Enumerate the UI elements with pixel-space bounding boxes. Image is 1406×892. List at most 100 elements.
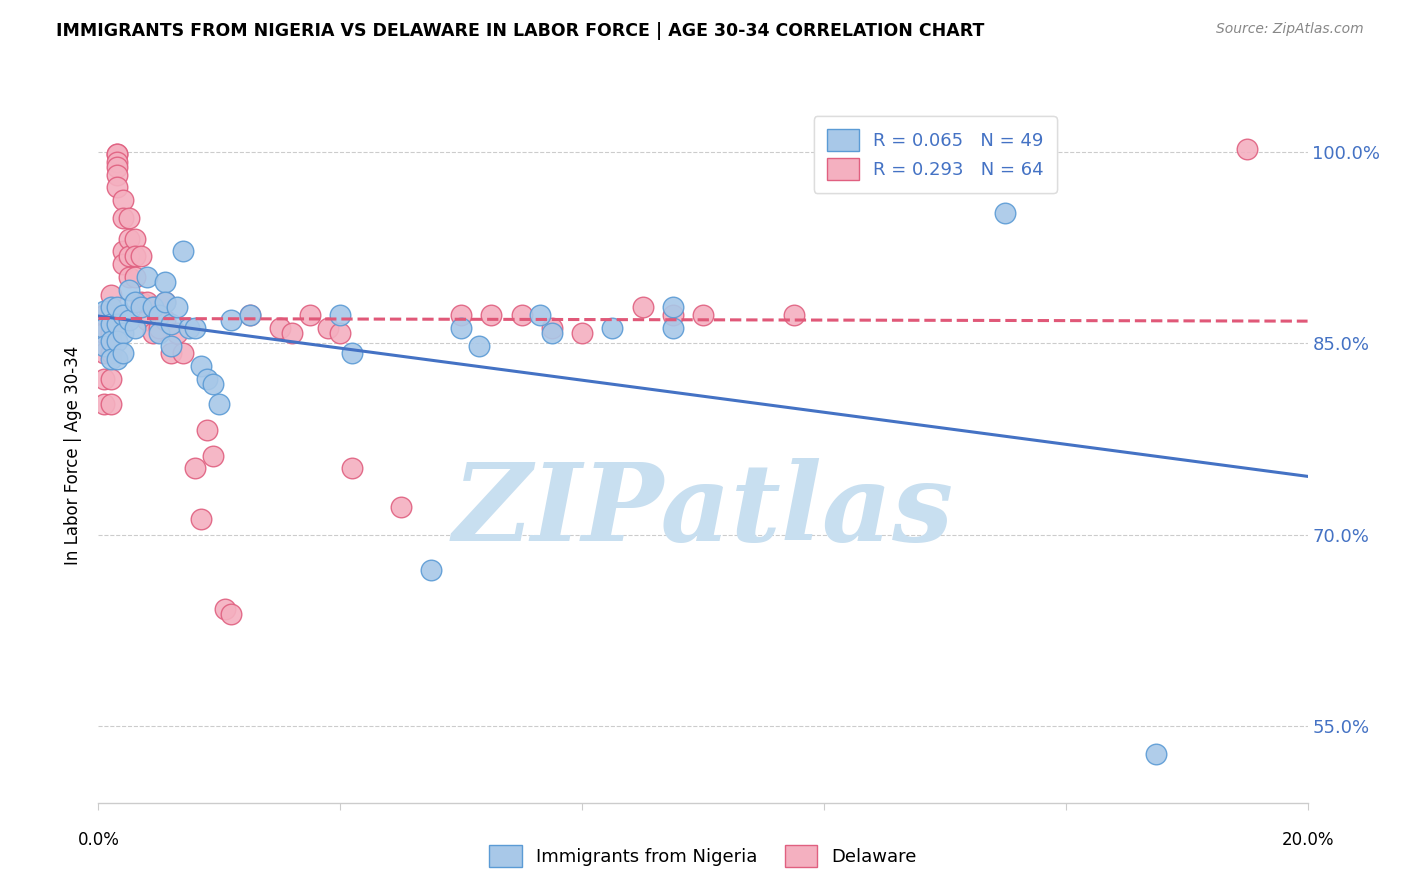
Y-axis label: In Labor Force | Age 30-34: In Labor Force | Age 30-34 <box>65 345 83 565</box>
Point <box>148 321 170 335</box>
Point <box>329 326 352 340</box>
Point <box>142 301 165 315</box>
Point <box>195 423 218 437</box>
Point <box>172 346 194 360</box>
Point <box>111 346 134 360</box>
Text: 0.0%: 0.0% <box>77 830 120 848</box>
Point <box>105 160 128 174</box>
Point <box>100 308 122 322</box>
Point <box>105 180 128 194</box>
Point <box>135 313 157 327</box>
Point <box>111 326 134 340</box>
Point <box>100 346 122 360</box>
Point <box>93 326 115 340</box>
Point <box>93 304 115 318</box>
Point <box>160 317 183 331</box>
Point <box>111 308 134 322</box>
Point <box>299 308 322 322</box>
Point <box>105 317 128 331</box>
Point <box>93 372 115 386</box>
Point <box>316 321 339 335</box>
Point <box>118 231 141 245</box>
Point <box>202 377 225 392</box>
Text: 20.0%: 20.0% <box>1281 830 1334 848</box>
Point <box>662 321 685 335</box>
Point <box>93 346 115 360</box>
Point <box>481 308 503 322</box>
Text: Source: ZipAtlas.com: Source: ZipAtlas.com <box>1216 22 1364 37</box>
Point <box>124 295 146 310</box>
Point <box>221 607 243 621</box>
Point <box>160 346 183 360</box>
Point <box>93 308 115 322</box>
Point <box>540 321 562 335</box>
Point <box>184 321 207 335</box>
Point <box>100 397 122 411</box>
Point <box>100 326 122 340</box>
Point <box>111 244 134 259</box>
Point <box>208 397 231 411</box>
Point <box>124 321 146 335</box>
Point <box>221 313 243 327</box>
Point <box>148 326 170 340</box>
Point <box>105 351 128 366</box>
Point <box>172 244 194 259</box>
Point <box>450 308 472 322</box>
Point <box>118 249 141 263</box>
Point <box>510 308 533 322</box>
Point <box>129 301 152 315</box>
Point <box>281 326 304 340</box>
Point <box>184 461 207 475</box>
Point <box>166 326 188 340</box>
Point <box>118 269 141 284</box>
Point <box>631 301 654 315</box>
Point <box>124 269 146 284</box>
Point <box>195 372 218 386</box>
Point <box>105 155 128 169</box>
Point <box>153 295 176 310</box>
Point <box>105 301 128 315</box>
Point <box>111 193 134 207</box>
Point <box>529 308 551 322</box>
Point <box>100 317 122 331</box>
Point <box>662 301 685 315</box>
Point <box>1144 747 1167 762</box>
Point <box>420 564 443 578</box>
Point <box>153 275 176 289</box>
Point <box>342 346 364 360</box>
Point <box>342 461 364 475</box>
Point <box>105 147 128 161</box>
Point <box>118 283 141 297</box>
Point <box>214 601 236 615</box>
Point <box>602 321 624 335</box>
Text: ZIPatlas: ZIPatlas <box>453 458 953 564</box>
Point <box>111 257 134 271</box>
Point <box>153 313 176 327</box>
Point <box>100 372 122 386</box>
Point <box>105 147 128 161</box>
Legend: Immigrants from Nigeria, Delaware: Immigrants from Nigeria, Delaware <box>482 838 924 874</box>
Point <box>450 321 472 335</box>
Point <box>118 313 141 327</box>
Point <box>124 231 146 245</box>
Point <box>118 211 141 226</box>
Point <box>540 326 562 340</box>
Point <box>389 500 412 514</box>
Point <box>148 308 170 322</box>
Point <box>190 512 212 526</box>
Point <box>202 449 225 463</box>
Point <box>468 339 491 353</box>
Point <box>190 359 212 374</box>
Point <box>269 321 291 335</box>
Point <box>239 308 262 322</box>
Point <box>135 295 157 310</box>
Point <box>179 321 201 335</box>
Point <box>124 249 146 263</box>
Point <box>166 301 188 315</box>
Point <box>153 295 176 310</box>
Point <box>142 301 165 315</box>
Text: IMMIGRANTS FROM NIGERIA VS DELAWARE IN LABOR FORCE | AGE 30-34 CORRELATION CHART: IMMIGRANTS FROM NIGERIA VS DELAWARE IN L… <box>56 22 984 40</box>
Point <box>93 321 115 335</box>
Point <box>329 308 352 322</box>
Point <box>239 308 262 322</box>
